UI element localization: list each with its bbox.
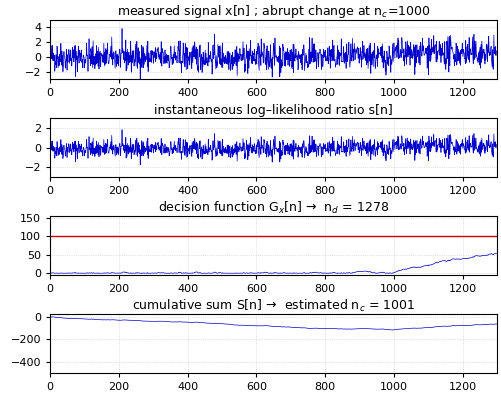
Title: measured signal x[n] ; abrupt change at n$_c$=1000: measured signal x[n] ; abrupt change at … xyxy=(117,3,429,20)
Title: cumulative sum S[n] →  estimated n$_c$ = 1001: cumulative sum S[n] → estimated n$_c$ = … xyxy=(132,298,414,314)
Title: instantaneous log–likelihood ratio s[n]: instantaneous log–likelihood ratio s[n] xyxy=(154,104,392,117)
Title: decision function G$_x$[n] →  n$_d$ = 1278: decision function G$_x$[n] → n$_d$ = 127… xyxy=(158,200,388,216)
